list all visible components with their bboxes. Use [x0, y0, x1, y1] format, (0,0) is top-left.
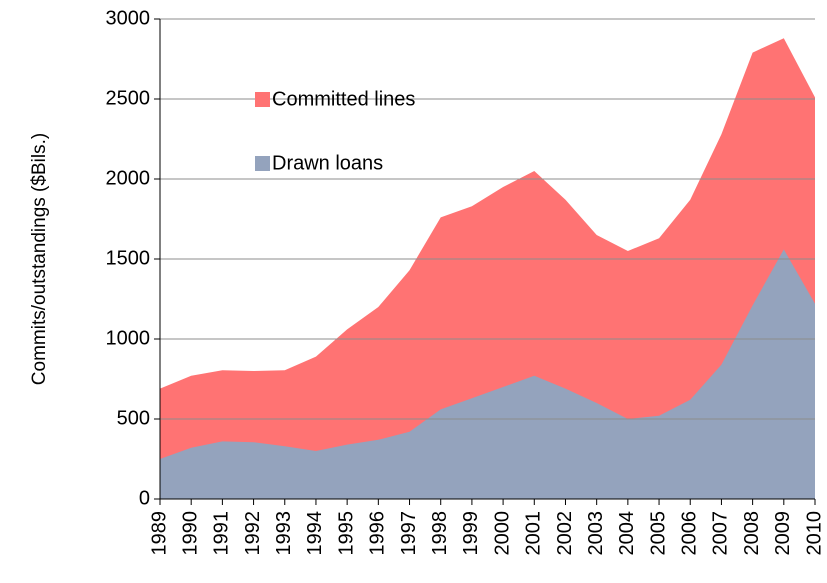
- y-tick-label: 500: [117, 407, 150, 429]
- x-tick-label: 2004: [616, 511, 638, 556]
- area: [160, 249, 815, 499]
- legend-label: Committed lines: [272, 88, 415, 110]
- x-tick-label: 1995: [335, 511, 357, 556]
- x-tick-label: 1999: [460, 511, 482, 556]
- legend-swatch: [255, 92, 270, 107]
- x-tick-label: 2002: [554, 511, 576, 556]
- x-tick-label: 1993: [273, 511, 295, 556]
- x-tick-label: 2009: [772, 511, 794, 556]
- y-tick-label: 1500: [106, 247, 151, 269]
- legend-swatch: [255, 156, 270, 171]
- x-tick-label: 1992: [242, 511, 264, 556]
- legend-label: Drawn loans: [272, 152, 383, 174]
- area: [160, 38, 815, 499]
- x-tick-label: 1996: [367, 511, 389, 556]
- x-tick-label: 2010: [803, 511, 825, 556]
- x-tick-label: 1991: [211, 511, 233, 556]
- y-tick-label: 2000: [106, 167, 151, 189]
- x-tick-label: 1990: [179, 511, 201, 556]
- y-axis-label: Commits/outstandings ($Bils.): [29, 133, 50, 385]
- x-tick-label: 2005: [647, 511, 669, 556]
- x-tick-label: 1997: [398, 511, 420, 556]
- x-tick-label: 1989: [148, 511, 170, 556]
- y-tick-label: 2500: [106, 87, 151, 109]
- y-tick-label: 1000: [106, 327, 151, 349]
- x-tick-label: 2006: [679, 511, 701, 556]
- x-tick-label: 2001: [523, 511, 545, 556]
- x-tick-label: 2008: [741, 511, 763, 556]
- x-tick-label: 1994: [304, 511, 326, 556]
- y-tick-label: 0: [139, 487, 150, 509]
- x-tick-label: 2007: [710, 511, 732, 556]
- x-tick-label: 2000: [491, 511, 513, 556]
- y-tick-label: 3000: [106, 7, 151, 29]
- x-tick-label: 1998: [429, 511, 451, 556]
- x-tick-label: 2003: [585, 511, 607, 556]
